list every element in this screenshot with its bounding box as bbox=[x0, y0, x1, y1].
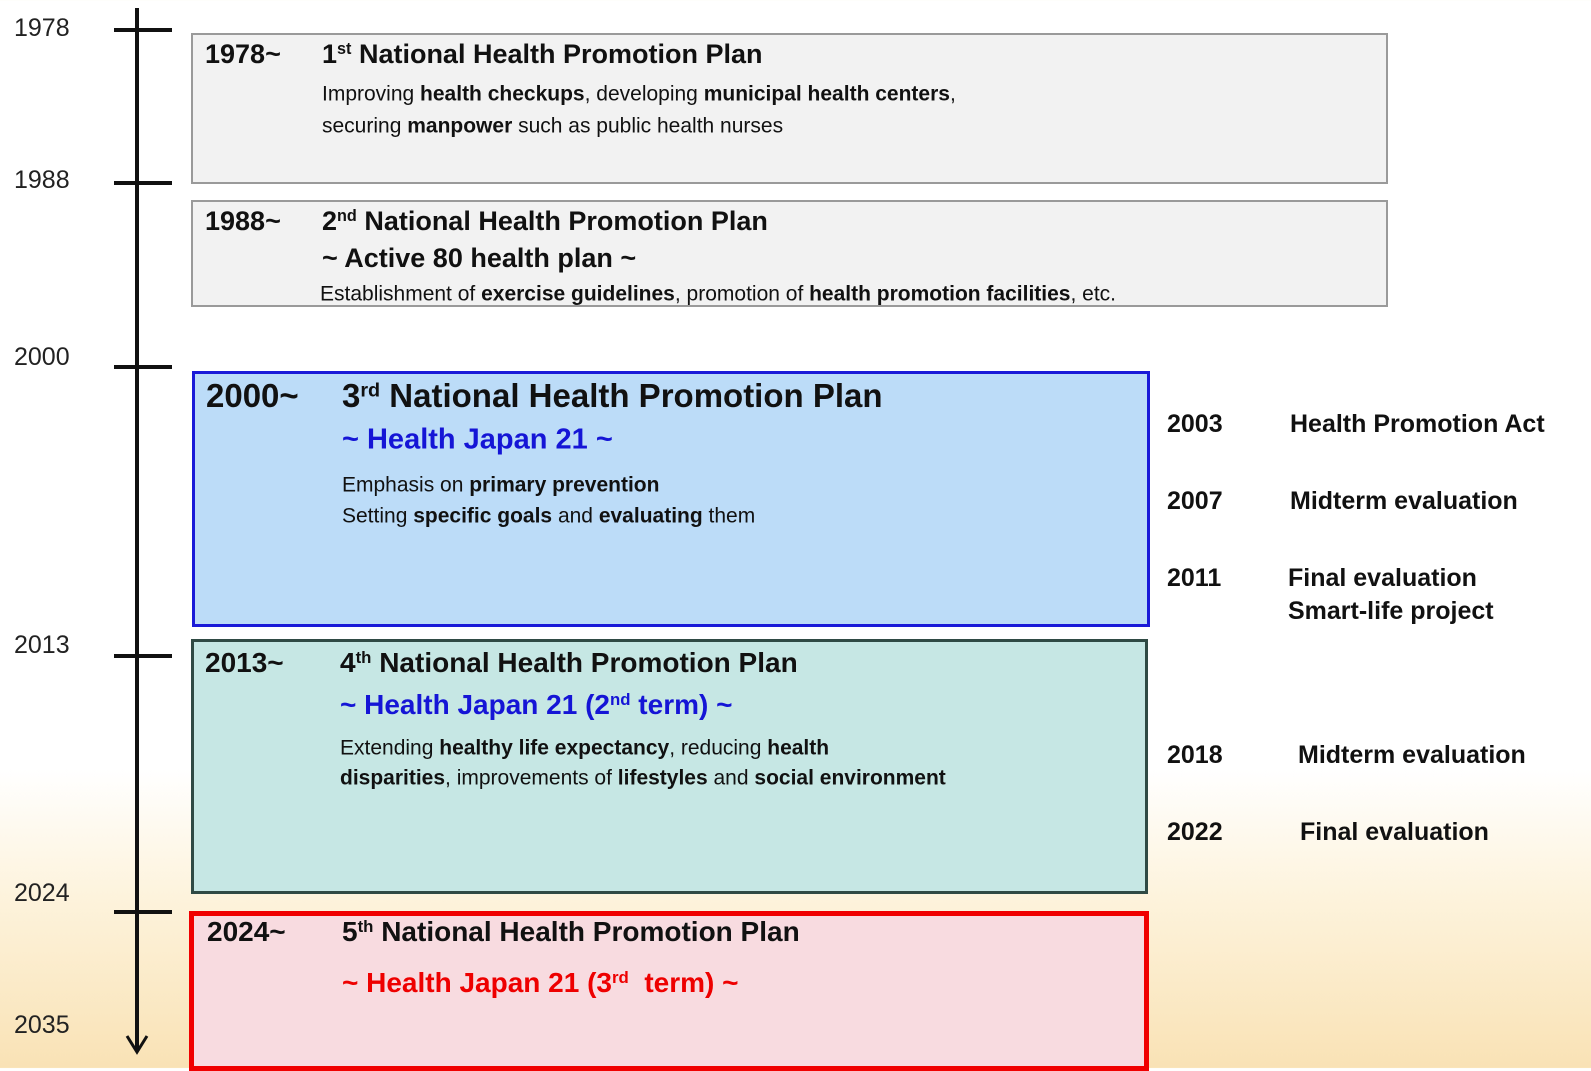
text-run: th bbox=[355, 647, 372, 667]
text-run: health promotion facilities bbox=[809, 282, 1071, 306]
text-run: them bbox=[702, 504, 756, 528]
text-run: National Health Promotion Plan bbox=[351, 38, 763, 69]
text-run: securing bbox=[322, 114, 408, 138]
year-label: 2000 bbox=[14, 343, 70, 371]
text-run: Setting bbox=[342, 504, 414, 528]
event-text: Smart-life project bbox=[1288, 597, 1494, 625]
year-label: 2035 bbox=[14, 1011, 70, 1039]
text-run: rd bbox=[360, 379, 381, 402]
text-run: lifestyles bbox=[617, 766, 708, 790]
event-year: 2022 bbox=[1167, 818, 1223, 846]
plan-box bbox=[191, 33, 1388, 184]
plan-box bbox=[192, 371, 1150, 627]
text-run: term) ~ bbox=[630, 689, 733, 721]
plan-start: 2013~ bbox=[205, 647, 284, 679]
text-run: , promotion of bbox=[674, 282, 810, 306]
text-run: Improving bbox=[322, 82, 421, 106]
plan-description: Establishment of exercise guidelines, pr… bbox=[320, 281, 1116, 306]
text-run: th bbox=[357, 916, 374, 936]
text-run: health checkups bbox=[420, 82, 585, 106]
event-text: Final evaluation bbox=[1300, 818, 1489, 846]
text-run: ~ Health Japan 21 (2 bbox=[340, 689, 611, 721]
event-year: 2003 bbox=[1167, 410, 1223, 438]
plan-title: 2nd National Health Promotion Plan bbox=[322, 205, 768, 237]
plan-title: 4th National Health Promotion Plan bbox=[340, 646, 798, 680]
event-text: Health Promotion Act bbox=[1290, 410, 1545, 438]
text-run: and bbox=[707, 766, 755, 790]
event-text: Midterm evaluation bbox=[1290, 487, 1518, 515]
text-run: ~ Active 80 health plan ~ bbox=[322, 242, 637, 273]
event-year: 2018 bbox=[1167, 741, 1223, 769]
text-run: National Health Promotion Plan bbox=[373, 916, 800, 948]
text-run: such as public health nurses bbox=[512, 114, 784, 138]
text-run: specific goals bbox=[413, 504, 553, 528]
text-run: disparities bbox=[340, 766, 446, 790]
text-run: healthy life expectancy bbox=[439, 736, 670, 760]
plan-subtitle: ~ Health Japan 21 (3rd term) ~ bbox=[342, 966, 739, 1000]
text-run: National Health Promotion Plan bbox=[356, 205, 768, 236]
text-run: st bbox=[337, 39, 352, 58]
plan-title: 1st National Health Promotion Plan bbox=[322, 38, 762, 70]
plan-description: Improving health checkups, developing mu… bbox=[322, 81, 956, 106]
text-run: , etc. bbox=[1070, 282, 1117, 306]
text-run: , improvements of bbox=[445, 766, 618, 790]
text-run: National Health Promotion Plan bbox=[380, 377, 883, 415]
event-year: 2007 bbox=[1167, 487, 1223, 515]
plan-box bbox=[191, 200, 1388, 307]
text-run: primary prevention bbox=[469, 473, 660, 497]
text-run: term) ~ bbox=[628, 967, 739, 999]
plan-description: Setting specific goals and evaluating th… bbox=[342, 503, 755, 528]
text-run: National Health Promotion Plan bbox=[371, 647, 798, 679]
text-run: rd bbox=[612, 967, 629, 987]
plan-subtitle: ~ Health Japan 21 ~ bbox=[342, 423, 613, 458]
plan-start: 1978~ bbox=[205, 38, 281, 69]
text-run: health bbox=[767, 736, 830, 760]
plan-description: Emphasis on primary prevention bbox=[342, 472, 659, 497]
event-year: 2011 bbox=[1167, 564, 1222, 592]
plan-box bbox=[191, 639, 1148, 894]
text-run: manpower bbox=[407, 114, 513, 138]
plan-start: 1988~ bbox=[205, 205, 281, 236]
year-label: 2013 bbox=[14, 631, 70, 659]
year-label: 1988 bbox=[14, 166, 70, 194]
text-run: social environment bbox=[754, 766, 946, 790]
text-run: 5 bbox=[342, 916, 358, 948]
axis-arrow bbox=[125, 1035, 149, 1055]
plan-description: securing manpower such as public health … bbox=[322, 113, 783, 138]
text-run: municipal health centers bbox=[703, 82, 950, 106]
plan-description: Extending healthy life expectancy, reduc… bbox=[340, 735, 829, 760]
text-run: 4 bbox=[340, 647, 356, 679]
text-run: 1 bbox=[322, 38, 338, 69]
year-label: 1978 bbox=[14, 14, 70, 42]
plan-subtitle: ~ Health Japan 21 (2nd term) ~ bbox=[340, 688, 732, 722]
text-run: Extending bbox=[340, 736, 440, 760]
text-run: , bbox=[949, 82, 956, 106]
text-run: , developing bbox=[584, 82, 704, 106]
event-text: Midterm evaluation bbox=[1298, 741, 1526, 769]
text-run: Emphasis on bbox=[342, 473, 470, 497]
text-run: ~ Health Japan 21 (3 bbox=[342, 967, 613, 999]
text-run: ~ Health Japan 21 ~ bbox=[342, 423, 613, 456]
plan-title: 3rd National Health Promotion Plan bbox=[342, 376, 883, 416]
text-run: nd bbox=[337, 206, 357, 225]
text-run: 3 bbox=[342, 377, 361, 415]
year-label: 2024 bbox=[14, 879, 70, 907]
text-run: evaluating bbox=[598, 504, 703, 528]
plan-description: disparities, improvements of lifestyles … bbox=[340, 765, 946, 790]
plan-start: 2000~ bbox=[206, 377, 299, 415]
text-run: nd bbox=[610, 689, 631, 709]
text-run: and bbox=[552, 504, 599, 528]
text-run: exercise guidelines bbox=[481, 282, 675, 306]
text-run: 2 bbox=[322, 205, 338, 236]
event-text: Final evaluation bbox=[1288, 564, 1477, 592]
plan-title: 5th National Health Promotion Plan bbox=[342, 915, 800, 949]
plan-subtitle: ~ Active 80 health plan ~ bbox=[322, 242, 636, 274]
plan-start: 2024~ bbox=[207, 916, 286, 948]
text-run: , reducing bbox=[669, 736, 768, 760]
text-run: Establishment of bbox=[320, 282, 482, 306]
plan-box bbox=[189, 911, 1149, 1071]
